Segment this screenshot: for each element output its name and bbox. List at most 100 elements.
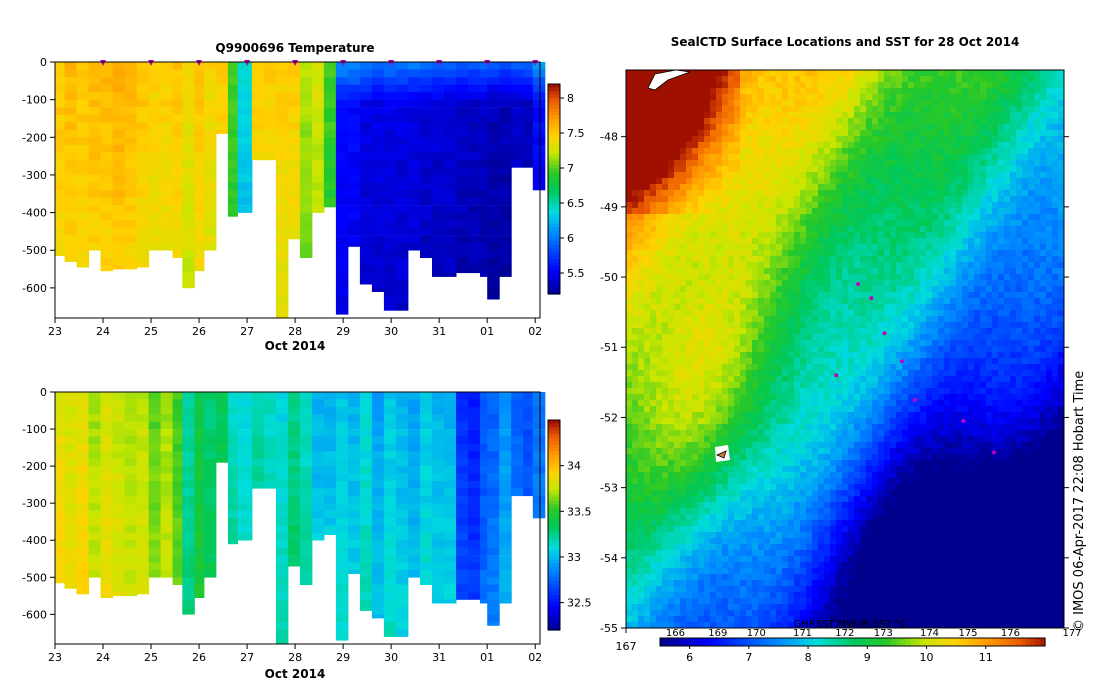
sst-cell xyxy=(740,148,747,155)
data-cell xyxy=(499,414,512,422)
data-cell xyxy=(64,584,78,589)
sst-cell xyxy=(1022,244,1029,251)
sst-cell xyxy=(728,202,735,209)
data-cell xyxy=(487,429,500,437)
sst-cell xyxy=(626,112,633,119)
data-cell xyxy=(275,555,289,563)
data-cell xyxy=(88,392,102,400)
data-cell xyxy=(194,399,205,408)
data-cell xyxy=(203,92,217,100)
sst-cell xyxy=(1010,262,1017,269)
sst-cell xyxy=(758,88,765,95)
sst-cell xyxy=(650,244,657,251)
data-cell xyxy=(275,466,289,474)
data-cell xyxy=(383,152,397,161)
sst-cell xyxy=(722,202,729,209)
sst-cell xyxy=(836,124,843,131)
sst-cell xyxy=(746,94,753,101)
data-cell xyxy=(456,129,469,138)
data-cell xyxy=(335,144,349,153)
sst-cell xyxy=(860,250,867,257)
sst-cell xyxy=(962,142,969,149)
data-cell xyxy=(323,167,337,176)
sst-cell xyxy=(932,94,939,101)
sst-cell xyxy=(686,94,693,101)
data-cell xyxy=(76,190,90,198)
sst-cell xyxy=(746,184,753,191)
sst-cell xyxy=(1046,70,1053,77)
data-cell xyxy=(215,406,229,415)
sst-cell xyxy=(674,238,681,245)
sst-cell xyxy=(1058,88,1065,95)
sst-cell xyxy=(932,184,939,191)
sst-cell xyxy=(626,202,633,209)
sst-cell xyxy=(758,106,765,113)
data-cell xyxy=(136,242,150,251)
sst-cell xyxy=(932,166,939,173)
sst-cell xyxy=(674,202,681,209)
data-cell xyxy=(227,436,238,445)
sst-cell xyxy=(836,178,843,185)
data-cell xyxy=(287,174,301,183)
data-cell xyxy=(311,77,325,85)
data-cell xyxy=(371,107,385,115)
data-cell xyxy=(371,436,385,445)
data-cell xyxy=(480,129,488,138)
sst-cell xyxy=(908,262,915,269)
sst-cell xyxy=(710,70,717,77)
data-cell xyxy=(532,137,546,146)
data-cell xyxy=(275,257,289,266)
sst-cell xyxy=(938,214,945,221)
sst-cell xyxy=(776,262,783,269)
data-cell xyxy=(55,129,66,138)
data-cell xyxy=(136,265,150,268)
data-cell xyxy=(182,495,195,504)
sst-cell xyxy=(800,100,807,107)
colorbar-tick-label: 5.5 xyxy=(567,267,585,280)
sst-cell xyxy=(962,88,969,95)
data-cell xyxy=(444,562,457,571)
sst-cell xyxy=(848,178,855,185)
sst-cell xyxy=(878,112,885,119)
sst-cell xyxy=(776,118,783,125)
sst-cell xyxy=(944,148,951,155)
sst-cell xyxy=(638,178,645,185)
profile-column xyxy=(124,392,138,597)
sst-cell xyxy=(776,274,783,281)
sst-cell xyxy=(926,238,933,245)
data-cell xyxy=(88,190,102,198)
data-cell xyxy=(523,443,534,452)
sst-cell xyxy=(992,142,999,149)
sst-cell xyxy=(632,214,639,221)
sst-cell xyxy=(626,148,633,155)
sst-cell xyxy=(1034,262,1041,269)
sst-cell xyxy=(1052,160,1059,167)
colorbar-segment xyxy=(548,549,560,554)
data-cell xyxy=(100,137,114,146)
data-cell xyxy=(395,555,409,563)
data-cell xyxy=(203,518,217,526)
sst-cell xyxy=(782,202,789,209)
data-cell xyxy=(499,592,512,600)
data-cell xyxy=(323,518,337,526)
data-cell xyxy=(88,488,102,497)
sst-cell xyxy=(848,250,855,257)
data-cell xyxy=(251,473,265,482)
data-cell xyxy=(237,525,253,534)
sst-cell xyxy=(812,196,819,203)
sst-cell xyxy=(776,88,783,95)
colorbar-segment xyxy=(548,420,560,425)
sst-cell xyxy=(680,112,687,119)
sst-cell xyxy=(812,202,819,209)
colorbar-segment xyxy=(548,112,560,117)
data-cell xyxy=(444,406,457,415)
data-cell xyxy=(100,69,114,78)
data-cell xyxy=(251,92,265,100)
data-cell xyxy=(395,265,409,274)
sst-cell xyxy=(722,184,729,191)
data-cell xyxy=(148,458,162,467)
data-cell xyxy=(511,152,524,161)
sst-cell xyxy=(626,262,633,269)
sst-cell xyxy=(1058,196,1065,203)
sst-cell xyxy=(1034,136,1041,143)
